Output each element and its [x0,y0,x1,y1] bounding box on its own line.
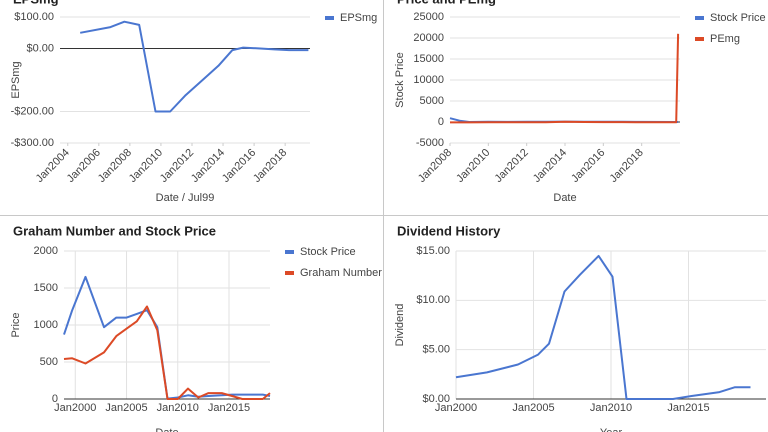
y-tick-label: -$300.00 [11,137,54,149]
y-tick-label: 5000 [420,95,444,107]
y-axis-title: Dividend [394,304,406,347]
y-tick-label: -5000 [416,137,444,149]
y-tick-label: $5.00 [422,344,450,356]
legend-label: PEmg [710,33,740,45]
x-axis-title: Date / Jul99 [156,192,215,204]
chart-title: Graham Number and Stock Price [13,223,216,238]
data-line [63,305,271,400]
y-tick-label: 10000 [413,74,444,86]
legend-label: Stock Price [710,12,766,24]
y-tick-label: 1000 [34,319,58,331]
y-tick-label: 2000 [34,245,58,257]
y-tick-label: 1500 [34,282,58,294]
legend-label: EPSmg [340,12,377,24]
y-tick-label: 0 [438,116,444,128]
y-tick-label: 15000 [413,53,444,65]
y-tick-label: $100.00 [14,11,54,23]
data-line [450,33,680,124]
chart-title: Price and PEmg [397,0,496,6]
y-axis-title: Stock Price [394,52,406,108]
y-tick-label: $0.00 [26,42,54,54]
legend-label: Stock Price [300,246,356,258]
x-axis-title: Date [155,427,178,432]
legend-label: Graham Number [300,267,382,279]
y-tick-label: $15.00 [416,245,450,257]
x-tick-label: Jan2015 [208,402,250,414]
y-tick-label: 25000 [413,11,444,23]
x-tick-label: Jan2015 [667,402,709,414]
x-axis-title: Date [553,192,576,204]
x-tick-label: Jan2005 [105,402,147,414]
y-tick-label: $0.00 [422,393,450,405]
x-tick-label: Jan2000 [435,402,477,414]
y-tick-label: $10.00 [416,294,450,306]
y-axis-title: EPSmg [10,61,22,98]
data-line [80,20,309,113]
chart-title: Dividend History [397,223,501,238]
x-tick-label: Jan2010 [590,402,632,414]
y-tick-label: 20000 [413,32,444,44]
y-tick-label: 500 [40,356,58,368]
x-tick-label: Jan2005 [512,402,554,414]
x-axis-title: Year [600,427,623,432]
y-axis-title: Price [10,312,22,337]
y-tick-label: 0 [52,393,58,405]
x-tick-label: Jan2010 [157,402,199,414]
data-line [455,254,751,400]
x-tick-label: Jan2000 [54,402,96,414]
y-tick-label: -$200.00 [11,105,54,117]
chart-title: EPSmg [13,0,59,6]
